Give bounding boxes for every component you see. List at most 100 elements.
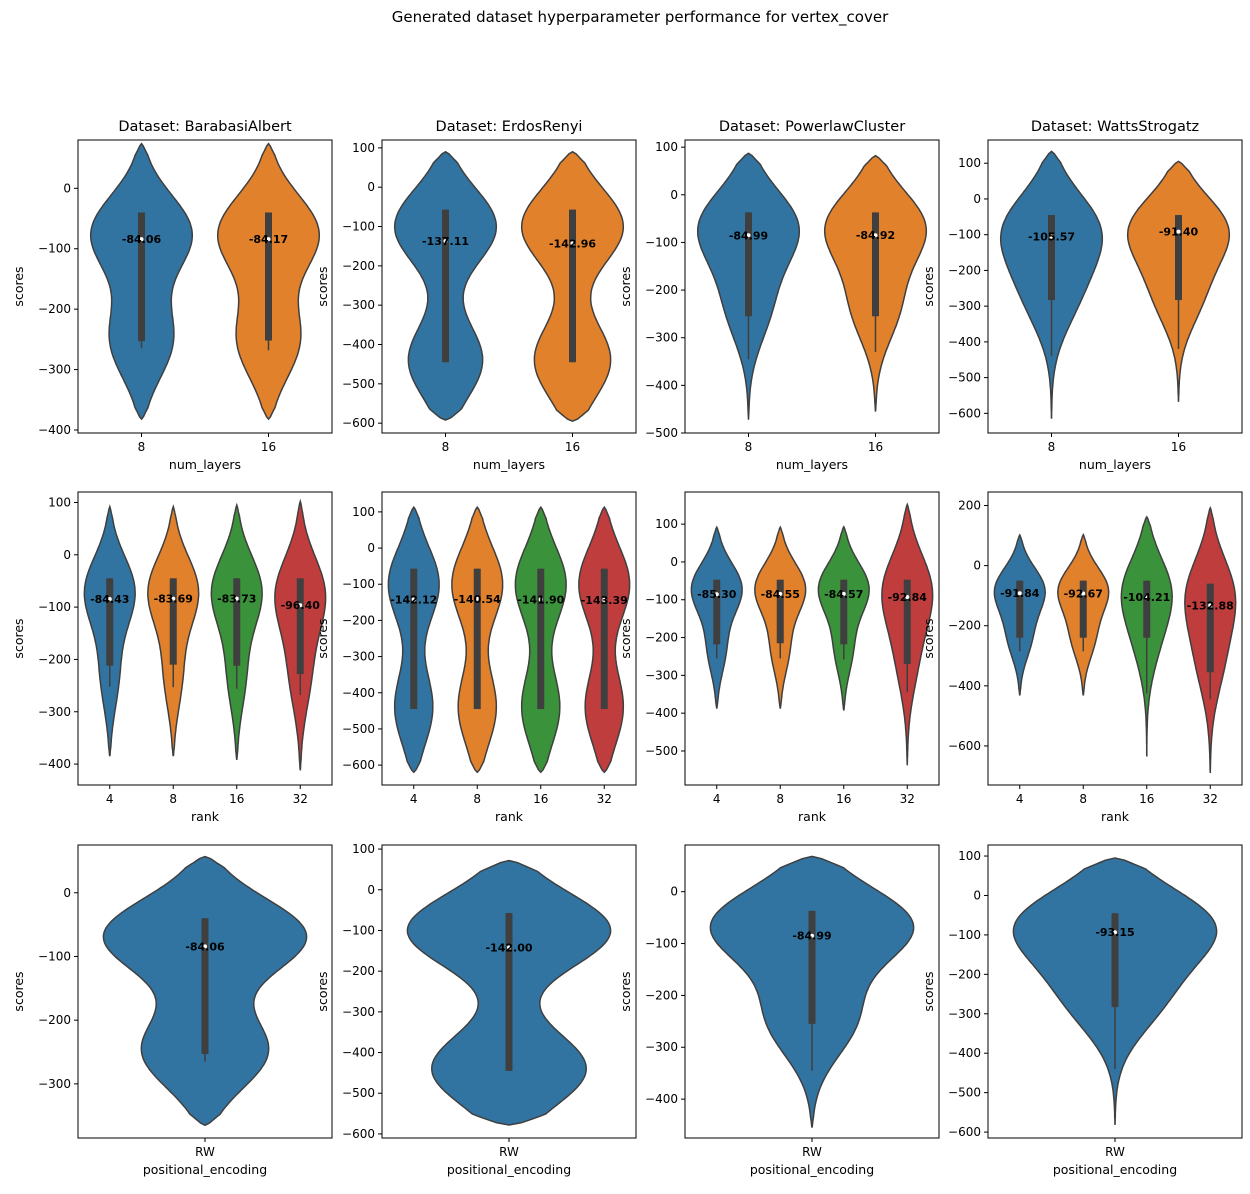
y-tick-label: −200 [342, 613, 375, 627]
y-tick-label: −400 [645, 378, 678, 392]
x-tick-label: 8 [473, 792, 481, 806]
y-tick-label: −500 [948, 371, 981, 385]
iqr-box-RW [201, 918, 209, 1054]
y-tick-label: 0 [973, 888, 981, 902]
x-axis-label: rank [798, 809, 827, 824]
median-label: -137.11 [422, 235, 469, 248]
iqr-box-32 [903, 579, 911, 665]
median-point-16 [234, 596, 239, 601]
y-tick-label: 0 [973, 192, 981, 206]
axes-frame [381, 491, 637, 786]
median-label: -84.55 [761, 588, 800, 601]
median-point-8 [475, 596, 480, 601]
panel-3-1: -84.06 0 −100 −200 −300 RW positional_encoding… [11, 844, 333, 1177]
y-axis-label: scores [921, 266, 936, 306]
iqr-box-8 [169, 578, 177, 665]
median-point-8 [1049, 234, 1054, 239]
x-axis-label: positional_encoding [143, 1162, 267, 1177]
y-axis-label: scores [315, 618, 330, 658]
median-label: -84.92 [856, 229, 895, 242]
median-label: -92.67 [1064, 587, 1103, 600]
x-tick-label: 8 [776, 792, 784, 806]
median-label: -84.06 [185, 940, 225, 953]
y-tick-label: −400 [645, 706, 678, 720]
median-label: -142.12 [390, 593, 437, 606]
median-label: -84.17 [249, 233, 288, 246]
iqr-box-RW [505, 912, 513, 1071]
panel-2-1: -84.43 -83.69 -83.73 -96.40 100 0 −100 −200 −300… [11, 491, 333, 824]
axes-frame [77, 491, 333, 786]
y-tick-label: 0 [367, 541, 375, 555]
y-tick-label: −100 [948, 928, 981, 942]
median-point-4 [107, 596, 112, 601]
y-axis-label: scores [618, 266, 633, 306]
median-point-8 [139, 237, 144, 242]
y-tick-label: −300 [645, 331, 678, 345]
panel-1-2: Dataset: ErdosRenyi -137.11 -142.96 100 0 −10… [315, 119, 637, 472]
y-tick-label: −100 [342, 577, 375, 591]
y-tick-label: −100 [38, 600, 71, 614]
y-axis-label: scores [921, 971, 936, 1011]
median-label: -105.57 [1028, 231, 1075, 244]
y-tick-label: −200 [645, 988, 678, 1002]
y-tick-label: 0 [63, 886, 71, 900]
y-axis-label: scores [921, 618, 936, 658]
median-label: -92.84 [888, 591, 928, 604]
y-tick-label: −200 [38, 652, 71, 666]
x-tick-label: 16 [868, 440, 883, 454]
x-tick-label: 16 [565, 440, 580, 454]
x-tick-label: 16 [836, 792, 851, 806]
y-tick-label: 0 [670, 885, 678, 899]
x-tick-label: RW [1105, 1145, 1125, 1159]
panel-title: Dataset: ErdosRenyi [436, 119, 583, 135]
y-tick-label: −300 [948, 299, 981, 313]
y-tick-label: −300 [645, 1040, 678, 1054]
y-tick-label: −300 [948, 1007, 981, 1021]
x-tick-label: 16 [229, 792, 244, 806]
iqr-box-RW [808, 910, 816, 1024]
x-axis-label: positional_encoding [1053, 1162, 1177, 1177]
panel-title: Dataset: BarabasiAlbert [118, 119, 292, 135]
median-point-8 [746, 233, 751, 238]
median-label: -96.40 [281, 599, 321, 612]
iqr-box-8 [776, 579, 784, 644]
y-tick-label: −500 [342, 1086, 375, 1100]
median-point-32 [602, 597, 607, 602]
median-point-8 [1081, 591, 1086, 596]
median-label: -142.96 [549, 237, 596, 250]
median-label: -84.99 [792, 930, 831, 943]
x-tick-label: 32 [597, 792, 612, 806]
axes-frame [987, 139, 1243, 434]
y-tick-label: −500 [645, 426, 678, 440]
median-point-16 [841, 591, 846, 596]
y-axis-label: scores [618, 971, 633, 1011]
y-tick-label: 0 [367, 180, 375, 194]
x-tick-label: 4 [713, 792, 721, 806]
y-axis-label: scores [11, 971, 26, 1011]
iqr-box-16 [569, 209, 576, 363]
iqr-box-16 [537, 568, 545, 710]
x-axis-label: num_layers [1079, 457, 1151, 472]
x-tick-label: 16 [261, 440, 276, 454]
y-tick-label: −200 [948, 263, 981, 277]
median-point-4 [411, 597, 416, 602]
y-tick-label: −600 [948, 406, 981, 420]
panel-3-4: -93.15 100 0 −100 −200 −300 −400 −500 −600 RW posi… [921, 844, 1243, 1177]
iqr-box-16 [1143, 580, 1151, 638]
y-axis-label: scores [315, 266, 330, 306]
y-tick-label: −400 [38, 757, 71, 771]
iqr-box-32 [296, 578, 304, 675]
y-tick-label: −400 [342, 1046, 375, 1060]
x-tick-label: 8 [138, 440, 146, 454]
iqr-box-32 [600, 568, 608, 710]
median-label: -85.30 [697, 588, 737, 601]
median-label: -143.39 [581, 594, 628, 607]
x-tick-label: RW [195, 1145, 215, 1159]
y-tick-label: −100 [645, 937, 678, 951]
y-tick-label: −400 [948, 335, 981, 349]
x-tick-label: 16 [1139, 792, 1154, 806]
median-point-16 [266, 237, 271, 242]
x-tick-label: 32 [1203, 792, 1218, 806]
y-tick-label: 200 [958, 499, 981, 513]
iqr-box-4 [713, 579, 721, 645]
